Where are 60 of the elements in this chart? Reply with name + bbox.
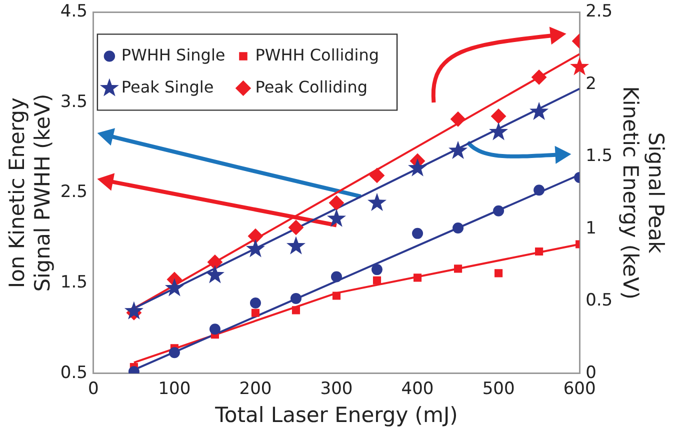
point [372, 276, 382, 284]
point [368, 192, 387, 212]
point [491, 108, 506, 124]
point [489, 122, 508, 140]
point [408, 158, 428, 176]
y2-tick-label: 2.5 [586, 2, 613, 22]
x-tick-label: 100 [158, 379, 191, 400]
point [251, 308, 260, 317]
point [452, 222, 464, 234]
point [290, 292, 302, 304]
y2-tick-label: 1.5 [586, 146, 613, 166]
point [326, 208, 346, 227]
point [288, 220, 304, 235]
legend-label: PWHH Single [121, 45, 226, 64]
point [530, 102, 549, 120]
x-tick-label: 400 [401, 379, 434, 400]
point [209, 324, 220, 335]
y-tick-label: 3.5 [60, 92, 88, 112]
legend-label: PWHH Colliding [255, 45, 380, 64]
point [370, 168, 385, 183]
y-tick-label: 2.5 [60, 182, 88, 202]
point [493, 205, 504, 216]
legend-label: Peak Single [121, 77, 214, 96]
point [494, 269, 503, 278]
x-tick-label: 0 [88, 379, 99, 400]
point [532, 70, 547, 85]
x-tick-label: 500 [482, 379, 515, 400]
point [535, 247, 544, 256]
y2-tick-label: 0.5 [586, 290, 613, 311]
x-tick-label: 200 [239, 379, 272, 400]
point [372, 264, 383, 276]
point [207, 254, 222, 270]
point [412, 228, 424, 239]
point [246, 239, 265, 258]
point [534, 184, 545, 196]
point [124, 301, 144, 320]
point [331, 271, 342, 282]
point [292, 306, 300, 314]
point [205, 265, 224, 284]
y-tick-label: 1.5 [60, 272, 88, 293]
x-axis-title: Total Laser Energy (mJ) [214, 402, 458, 427]
legend-label: Peak Colliding [255, 77, 368, 96]
point [250, 297, 261, 308]
point [248, 228, 263, 244]
y-tick-label: 0.5 [60, 362, 88, 383]
y2-axis-title: Signal Peak Kinetic Energy (keV) [618, 86, 668, 300]
point [329, 195, 344, 210]
point [413, 274, 422, 282]
y-tick-label: 4.5 [60, 2, 88, 22]
x-tick-label: 300 [320, 379, 353, 400]
point [450, 112, 466, 127]
y-axis-title: Ion Kinetic Energy Signal PWHH (keV) [5, 94, 54, 292]
point [286, 236, 306, 254]
y2-tick-label: 1 [586, 218, 596, 238]
point [448, 140, 468, 159]
point [454, 264, 462, 273]
point [332, 292, 341, 300]
y2-tick-label: 2 [586, 74, 596, 94]
point [168, 347, 180, 358]
point [164, 278, 184, 296]
